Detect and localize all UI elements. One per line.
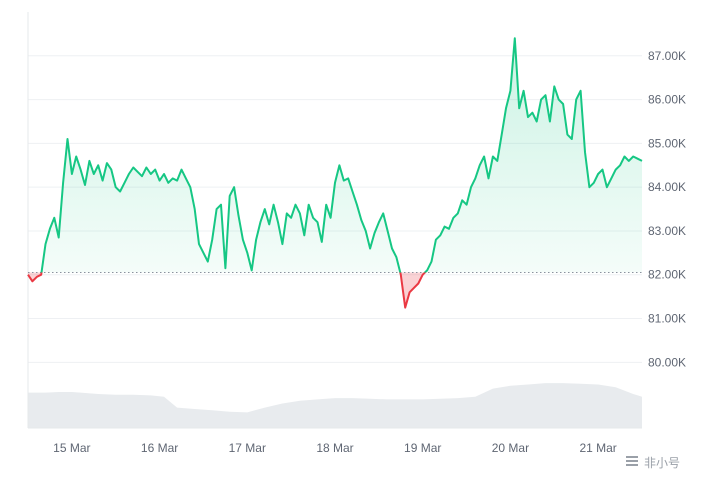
y-tick-label: 84.00K [648,180,686,194]
x-axis: 15 Mar 16 Mar 17 Mar 18 Mar 19 Mar 20 Mar 21 M… [53,441,617,455]
y-axis: 80.00K 81.00K 82.00K 83.00K 84.00K 85.00K 86.0… [648,49,686,370]
watermark: 非小号 [626,456,680,470]
price-area [28,38,642,308]
x-tick-label: 15 Mar [53,441,90,455]
y-tick-label: 82.00K [648,268,686,282]
feixiaohao-logo-icon [626,456,638,466]
x-tick-label: 20 Mar [492,441,529,455]
x-tick-label: 18 Mar [316,441,353,455]
x-tick-label: 17 Mar [229,441,266,455]
y-tick-label: 81.00K [648,312,686,326]
price-line-up [40,37,643,273]
y-tick-label: 86.00K [648,93,686,107]
x-tick-label: 21 Mar [579,441,616,455]
y-tick-label: 83.00K [648,224,686,238]
y-tick-label: 87.00K [648,49,686,63]
x-tick-label: 19 Mar [404,441,441,455]
x-tick-label: 16 Mar [141,441,178,455]
y-tick-label: 80.00K [648,355,686,369]
volume-shape [28,383,642,428]
price-area-up [28,38,642,273]
y-tick-label: 85.00K [648,136,686,150]
watermark-text: 非小号 [644,456,680,470]
volume-area [28,383,642,428]
price-line [27,37,643,309]
